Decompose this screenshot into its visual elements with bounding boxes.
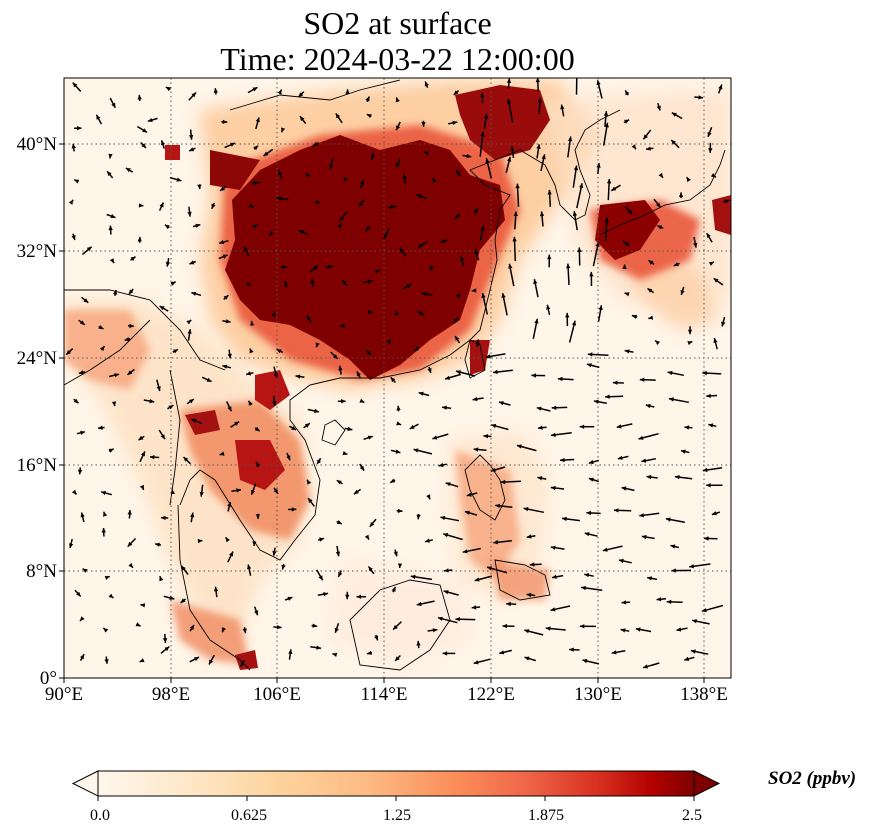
map-title-line-2: Time: 2024-03-22 12:00:00 [220,41,575,77]
lat-tick-24n: 24°N [17,348,58,369]
colorbar-tick-25: 2.5 [682,807,702,824]
lat-tick-8n: 8°N [26,561,57,582]
lon-tick-90e: 90°E [45,684,83,705]
map-title-line-1: SO2 at surface [303,5,492,41]
lon-tick-138e: 138°E [680,684,728,705]
colorbar: 0.0 0.625 1.25 1.875 2.5 [71,770,721,824]
colorbar-tick-0625: 0.625 [231,807,267,824]
colorbar-tick-1875: 1.875 [528,807,564,824]
wind-vectors [65,78,730,669]
coastlines [64,79,726,671]
lon-tick-106e: 106°E [253,684,301,705]
colorbar-title: SO2 (ppbv) [768,768,857,789]
colorbar-gradient [98,771,694,796]
lon-tick-122e: 122°E [467,684,515,705]
lat-tick-32n: 32°N [17,241,58,262]
colorbar-extend-high [693,770,721,797]
axis-ticks [59,143,705,683]
lat-tick-40n: 40°N [17,134,58,155]
colorbar-tick-125: 1.25 [383,807,411,824]
colorbar-tick-0: 0.0 [90,807,110,824]
colorbar-ticks [97,796,695,801]
map-frame [63,77,732,679]
lat-tick-0: 0° [40,668,57,689]
lon-tick-98e: 98°E [152,684,190,705]
so2-high-field [165,85,731,670]
map-plot-area [64,78,731,678]
lon-tick-130e: 130°E [574,684,622,705]
colorbar-extend-low [71,770,99,797]
lon-tick-114e: 114°E [361,684,408,705]
lat-tick-16n: 16°N [17,455,58,476]
